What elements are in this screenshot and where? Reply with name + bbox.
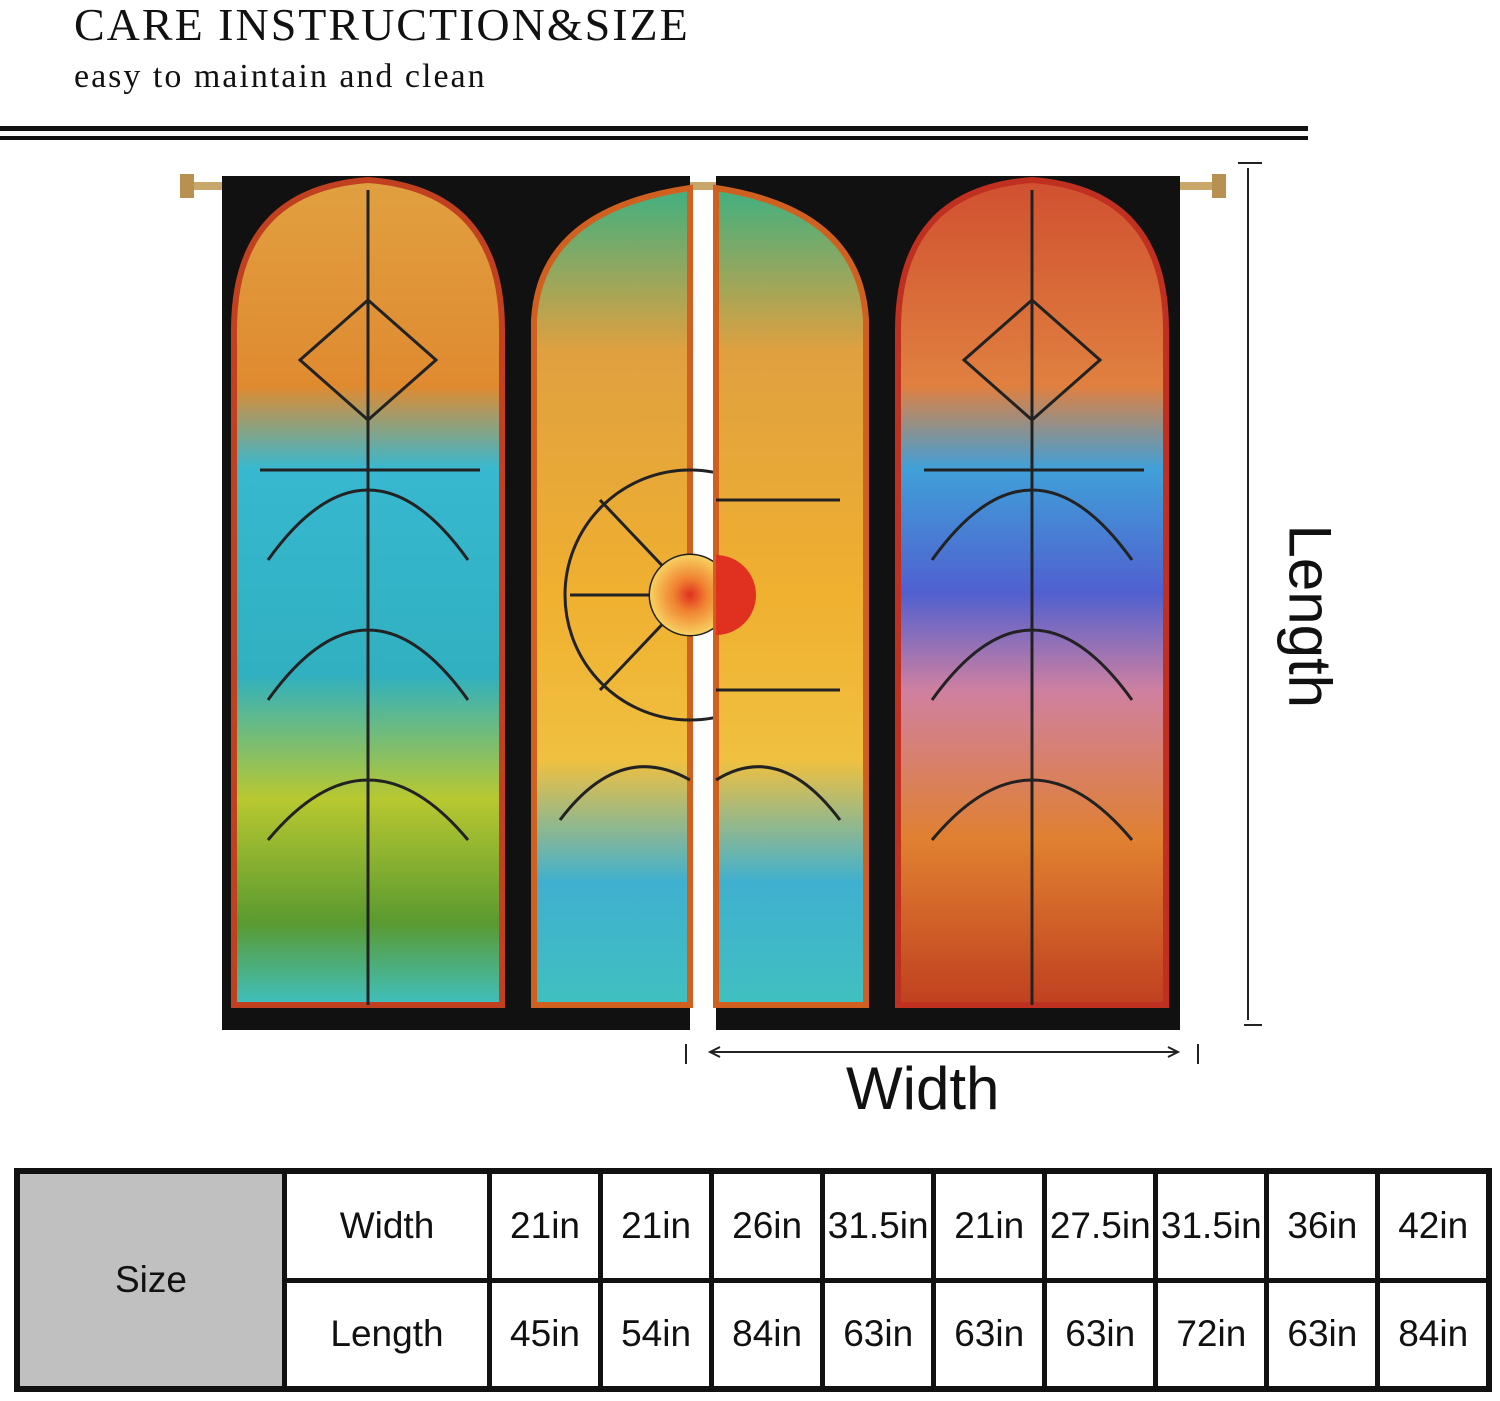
length-cell: 45in — [486, 1277, 604, 1392]
size-heading: Size — [14, 1168, 287, 1392]
width-cell: 26in — [709, 1168, 826, 1283]
table-row: Size Width 21in 21in 26in 31.5in 21in 27… — [14, 1168, 1492, 1392]
length-cell: 84in — [1375, 1277, 1492, 1392]
length-cell: 72in — [1153, 1277, 1270, 1392]
width-cell: 21in — [486, 1168, 604, 1283]
width-cell: 42in — [1375, 1168, 1492, 1283]
width-cell: 21in — [931, 1168, 1048, 1283]
right-curtain-panel — [713, 176, 1180, 1030]
width-cell: 21in — [598, 1168, 715, 1283]
length-label: Length — [1276, 524, 1344, 709]
table-row: Length 45in 54in 84in 63in 63in 63in 72i… — [17, 1277, 1492, 1392]
size-table: Size Width 21in 21in 26in 31.5in 21in 27… — [14, 1168, 1492, 1392]
length-cell: 54in — [598, 1277, 715, 1392]
left-curtain-panel — [222, 176, 817, 1030]
curtain-illustration — [180, 162, 1262, 1064]
width-cell: 36in — [1264, 1168, 1381, 1283]
row-label-length: Length — [282, 1277, 492, 1392]
width-cell: 31.5in — [1153, 1168, 1270, 1283]
width-dimension-arrow — [685, 1044, 1199, 1064]
length-dimension-arrow — [1238, 162, 1262, 1026]
page-subtitle: easy to maintain and clean — [74, 58, 487, 95]
width-cell: 31.5in — [820, 1168, 937, 1283]
length-cell: 84in — [709, 1277, 826, 1392]
row-label-width: Width — [282, 1168, 492, 1283]
width-label: Width — [846, 1055, 1000, 1122]
length-cell: 63in — [1042, 1277, 1159, 1392]
page-title: CARE INSTRUCTION&SIZE — [74, 0, 690, 50]
width-cell: 27.5in — [1042, 1168, 1159, 1283]
length-cell: 63in — [1264, 1277, 1381, 1392]
divider-line — [0, 136, 1308, 140]
length-cell: 63in — [820, 1277, 937, 1392]
curtain-rod — [182, 182, 1226, 190]
length-cell: 63in — [931, 1277, 1048, 1392]
divider-line — [0, 126, 1308, 131]
